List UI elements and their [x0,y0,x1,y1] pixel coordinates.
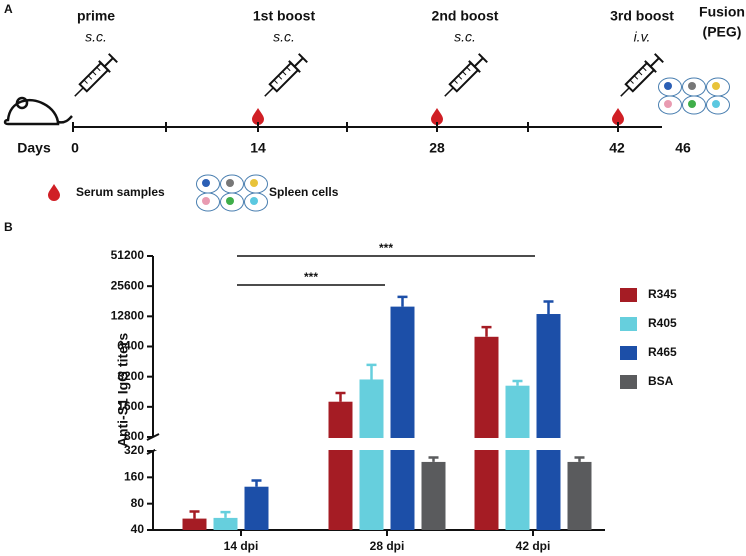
bar [505,385,530,530]
bar [359,379,384,530]
cells-icon [658,77,730,115]
bar [474,336,499,530]
y-tick-label: 800 [124,429,144,443]
legend-label: BSA [648,374,674,388]
day-label: 46 [675,140,691,156]
bar [421,461,446,530]
error-bar [251,479,262,487]
error-bar [512,379,523,386]
step-route: s.c. [273,29,295,45]
step-route: s.c. [454,29,476,45]
syringe-icon [614,51,666,103]
error-bar [574,456,585,462]
bar [390,306,415,530]
error-bar [335,391,346,402]
y-tick-label: 80 [131,496,145,510]
day-label: 42 [609,140,625,156]
x-tick-label: 14 dpi [224,539,259,553]
axis-label: Days [17,140,51,156]
step-route: i.v. [634,29,651,45]
y-tick-label: 6400 [117,339,144,353]
day-label: 28 [429,140,445,156]
error-bar [428,456,439,462]
bar [567,461,592,530]
error-bar [543,300,554,315]
axis-break-gap [155,438,605,450]
cells-icon [196,174,268,212]
panel-label: B [4,220,13,234]
bar [213,517,238,530]
legend-swatch [620,288,637,302]
legend-swatch [620,346,637,360]
legend-swatch [620,375,637,389]
y-tick-label: 12800 [111,309,145,323]
day-label: 14 [250,140,266,156]
syringe-icon [438,51,490,103]
y-axis-title: Anti-S1 IgG titers [115,333,131,448]
step-route: (PEG) [703,24,742,40]
step-title: Fusion [699,4,745,20]
bar [182,518,207,530]
y-tick-label: 1600 [117,399,144,413]
legend-label: R405 [648,316,677,330]
error-bar [397,295,408,307]
step-title: 3rd boost [610,8,674,24]
mouse-icon [3,96,73,126]
error-bar [189,510,200,519]
y-tick-label: 160 [124,470,144,484]
error-bar [366,363,377,380]
syringe-icon [258,51,310,103]
significance-label: *** [304,270,318,284]
legend-label: R465 [648,345,677,359]
step-title: 1st boost [253,8,316,24]
x-tick-label: 42 dpi [516,539,551,553]
step-route: s.c. [85,29,107,45]
bar [536,314,561,530]
error-bar [220,510,231,518]
y-tick-label: 3200 [117,369,144,383]
significance-label: *** [379,241,393,255]
legend-label: Serum samples [76,185,165,199]
legend-label: R345 [648,287,677,301]
day-label: 0 [71,140,79,156]
syringe-icon [68,51,120,103]
panel-label: A [4,2,13,16]
y-tick-label: 51200 [111,248,145,262]
x-tick-label: 28 dpi [370,539,405,553]
timeline-ticks [72,122,619,132]
legend-label: Spleen cells [269,185,339,199]
step-title: prime [77,8,115,24]
bar [328,401,353,530]
step-title: 2nd boost [432,8,499,24]
bar [244,486,269,530]
error-bar [481,325,492,337]
y-tick-label: 25600 [111,278,145,292]
y-tick-label: 40 [131,522,145,536]
legend-swatch [620,317,637,331]
blood-drop [48,184,60,201]
y-tick-label: 320 [124,443,144,457]
